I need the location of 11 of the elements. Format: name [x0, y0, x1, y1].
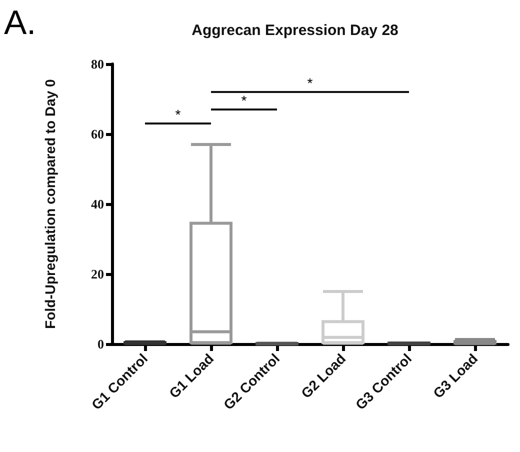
text: A. — [4, 4, 36, 42]
annotation: * — [175, 106, 182, 122]
y-tick-label: 80 — [91, 56, 104, 72]
y-axis-title: Fold-Upregulation compared to Day 0 — [42, 78, 58, 329]
annotation: * — [307, 75, 314, 91]
y-tick-label: 20 — [91, 266, 104, 282]
chart-title: Aggrecan Expression Day 28 — [192, 22, 398, 39]
y-tick-label: 60 — [91, 126, 104, 142]
y-tick-label: 40 — [91, 196, 104, 212]
y-tick-label: 0 — [98, 336, 104, 352]
annotation: * — [241, 92, 248, 108]
